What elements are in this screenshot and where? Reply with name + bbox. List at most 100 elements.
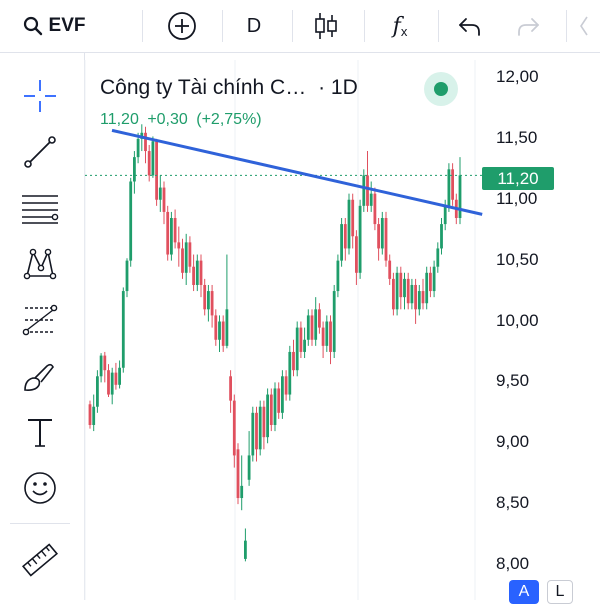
candle [170, 211, 173, 261]
price-axis-label: 8,00 [496, 554, 530, 573]
candle-body [151, 141, 155, 176]
candle [166, 205, 170, 261]
candle [103, 351, 107, 383]
candle [347, 193, 351, 255]
candle-body [343, 224, 347, 249]
candle [425, 266, 429, 310]
candle-body [188, 242, 192, 267]
candle [355, 230, 358, 285]
redo-button[interactable] [508, 0, 548, 52]
log-scale-button[interactable]: L [547, 580, 573, 604]
price-axis-label: 10,50 [496, 249, 539, 269]
candle-body [92, 406, 96, 425]
chart-type-button[interactable] [306, 0, 346, 52]
candle [447, 163, 451, 212]
candle [351, 193, 355, 249]
last-price-tag: 11,20 [482, 167, 554, 190]
candle [432, 260, 436, 298]
candle-body [129, 181, 133, 261]
ruler-tool[interactable] [20, 540, 60, 580]
candle [373, 187, 377, 231]
candle-body [155, 141, 158, 200]
divider [222, 10, 223, 42]
candle [151, 136, 155, 178]
crosshair-tool[interactable] [20, 76, 60, 116]
trend-line[interactable] [111, 128, 483, 216]
candle [292, 339, 295, 377]
candle-body [273, 388, 277, 425]
candle-body [447, 169, 451, 206]
legend-interval: · 1D [318, 76, 358, 99]
undo-button[interactable] [450, 0, 490, 52]
market-status-icon[interactable] [424, 72, 458, 106]
candle [340, 218, 343, 267]
candle [362, 169, 366, 212]
interval-button[interactable]: D [234, 0, 274, 52]
candle [133, 151, 136, 194]
brush-icon [24, 363, 54, 391]
emoji-tool[interactable] [20, 468, 60, 508]
candle [406, 272, 410, 310]
candle [107, 364, 110, 397]
divider [292, 10, 293, 42]
candle [247, 431, 251, 486]
candle [366, 151, 369, 212]
search-icon [23, 16, 42, 36]
more-button[interactable] [572, 0, 596, 52]
candle [110, 367, 114, 405]
brush-tool[interactable] [20, 356, 60, 396]
candle-body [192, 266, 195, 285]
candle-body [114, 372, 118, 385]
add-symbol-button[interactable] [160, 0, 204, 52]
candle-body [96, 376, 99, 407]
candle [329, 315, 332, 365]
legend-change: +0,30 [147, 111, 188, 128]
drawing-toolbar [0, 52, 85, 600]
candle-body [336, 260, 340, 292]
prediction-tool[interactable] [20, 300, 60, 340]
candle [377, 218, 380, 261]
candle-body [377, 224, 380, 249]
price-axis-label: 10,00 [496, 310, 539, 330]
price-axis-label: 9,00 [496, 432, 530, 452]
candle-body [380, 218, 384, 249]
pattern-tool[interactable] [20, 244, 60, 284]
candle [417, 284, 421, 316]
candle [410, 278, 414, 310]
candle-body [255, 412, 258, 450]
candle-body [262, 406, 266, 438]
symbol-search-button[interactable]: EVF [8, 0, 100, 52]
candle [358, 199, 362, 279]
text-tool[interactable] [20, 412, 60, 452]
candle [114, 362, 118, 390]
candle-body [133, 157, 136, 182]
candle [162, 181, 166, 225]
price-axis-label: 11,00 [496, 188, 538, 208]
candle [284, 370, 288, 401]
price-axis-label: 9,50 [496, 371, 530, 391]
candle-body [88, 404, 92, 425]
candle-body [103, 355, 107, 371]
candle-body [240, 485, 244, 499]
candle [136, 132, 140, 164]
candle [199, 254, 203, 298]
candle-body [184, 242, 188, 273]
candle [321, 321, 325, 359]
candle-body [225, 309, 229, 346]
candle [306, 309, 310, 346]
candle-body [399, 272, 403, 298]
candle-body [170, 218, 173, 255]
trend-line-tool[interactable] [20, 132, 60, 172]
candle-body [318, 309, 321, 328]
auto-scale-button[interactable]: A [509, 580, 539, 604]
fib-retracement-tool[interactable] [20, 188, 60, 228]
divider [566, 10, 567, 42]
candle-body [417, 291, 421, 310]
candle-body [403, 278, 406, 298]
candle-body [99, 355, 103, 377]
candle [336, 254, 340, 298]
candle-body [266, 394, 269, 438]
candle-body [351, 199, 355, 237]
